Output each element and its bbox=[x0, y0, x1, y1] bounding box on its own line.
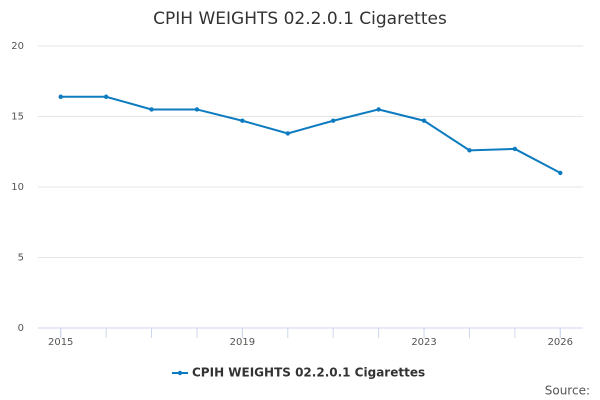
point bbox=[467, 148, 472, 153]
point bbox=[558, 170, 563, 176]
x-tick-label: 2023 bbox=[411, 337, 436, 348]
point bbox=[240, 118, 245, 123]
y-tick-label: 20 bbox=[11, 41, 24, 52]
x-tick-label: 2015 bbox=[48, 337, 73, 348]
y-tick-label: 0 bbox=[18, 323, 24, 334]
point bbox=[421, 118, 427, 123]
point bbox=[285, 131, 290, 136]
source: Source: bbox=[545, 384, 590, 398]
point bbox=[376, 107, 381, 112]
x-tick-label: 2026 bbox=[548, 337, 573, 348]
point bbox=[194, 107, 200, 112]
chart-title: CPIH WEIGHTS 02.2.0.1 Cigarettes bbox=[153, 9, 447, 29]
point bbox=[58, 94, 63, 99]
point bbox=[512, 146, 518, 152]
point bbox=[331, 118, 336, 123]
x-tick-label: 2019 bbox=[230, 337, 255, 348]
y-tick-label: 5 bbox=[18, 253, 24, 264]
legend-label: CPIH WEIGHTS 02.2.0.1 Cigarettes bbox=[192, 366, 425, 380]
legend-marker bbox=[177, 370, 183, 376]
point bbox=[103, 94, 109, 99]
y-tick-label: 10 bbox=[11, 182, 24, 193]
point bbox=[149, 107, 154, 112]
y-tick-label: 15 bbox=[11, 112, 24, 123]
series-line bbox=[60, 95, 561, 174]
